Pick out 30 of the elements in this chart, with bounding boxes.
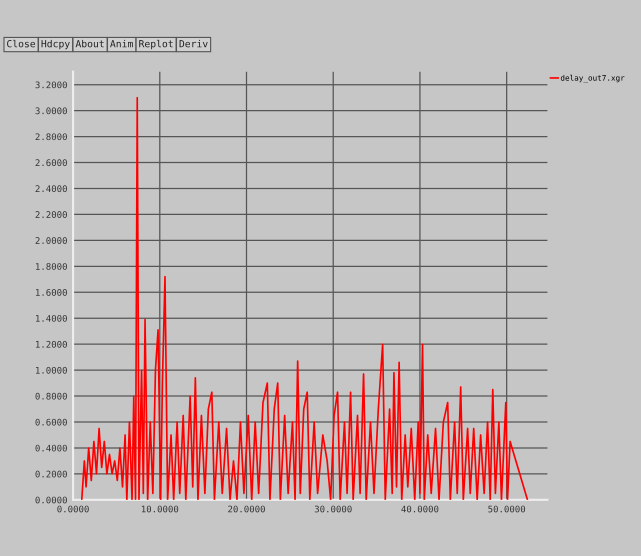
text: Deriv bbox=[180, 40, 208, 48]
y-tick-label: 3.0000 bbox=[36, 107, 67, 114]
line-series bbox=[80, 96, 528, 500]
x-tick-label: 30.0000 bbox=[314, 506, 352, 512]
y-tick-label: 2.8000 bbox=[36, 133, 67, 140]
y-tick-label: 0.4000 bbox=[35, 444, 67, 452]
y-tick-label: 1.8000 bbox=[36, 263, 67, 270]
text: Hdcpy bbox=[42, 40, 70, 50]
y-tick-label: 0.8000 bbox=[35, 392, 67, 400]
x-tick-label: 50.0000 bbox=[488, 506, 526, 512]
y-tick-label: 1.6000 bbox=[36, 289, 67, 296]
y-tick-label: 2.2000 bbox=[36, 211, 67, 218]
text: About bbox=[76, 40, 104, 48]
text: Replot bbox=[139, 40, 173, 50]
y-tick-label: 2.4000 bbox=[36, 185, 67, 192]
x-tick-label: 10.0000 bbox=[142, 506, 178, 512]
y-tick-label: 3.2000 bbox=[36, 81, 67, 88]
y-tick-label: 2.0000 bbox=[36, 237, 67, 244]
x-tick-label: 20.0000 bbox=[228, 506, 265, 512]
y-tick-label: 1.4000 bbox=[36, 314, 67, 322]
text: Close bbox=[7, 40, 36, 48]
x-tick-label: 0.0000 bbox=[57, 506, 89, 512]
y-tick-label: 0.6000 bbox=[35, 418, 67, 426]
x-tick-label: 40.0000 bbox=[401, 506, 438, 512]
y-tick-label: 0.2000 bbox=[35, 470, 67, 478]
text: Anim bbox=[110, 40, 133, 48]
y-tick-label: 1.0000 bbox=[36, 366, 67, 374]
y-tick-label: 1.2000 bbox=[36, 340, 67, 348]
y-tick-label: 2.6000 bbox=[36, 159, 67, 166]
y-tick-label: 0.0000 bbox=[35, 496, 67, 504]
